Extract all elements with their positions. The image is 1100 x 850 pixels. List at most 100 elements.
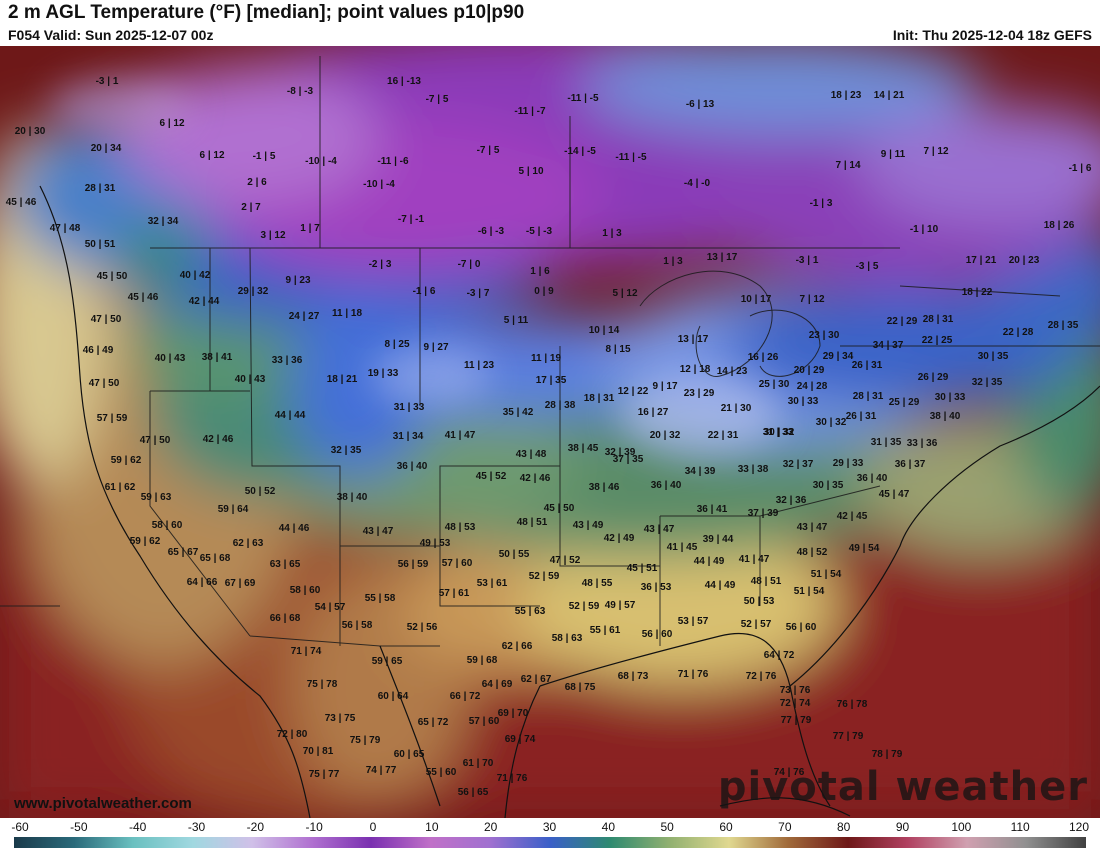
point-value-label: 40 | 43 [154, 353, 186, 364]
point-value-label: 75 | 78 [306, 679, 338, 690]
point-value-label: 3 | 12 [260, 230, 286, 241]
point-value-label: 57 | 61 [438, 588, 470, 599]
point-value-label: 30 | 35 [812, 480, 844, 491]
point-value-label: 13 | 17 [706, 252, 738, 263]
point-value-label: 5 | 11 [503, 315, 529, 326]
point-value-label: 1 | 6 [530, 266, 550, 277]
point-value-label: 57 | 60 [441, 558, 473, 569]
color-scale-tick-label: 80 [836, 820, 851, 834]
point-value-label: 20 | 23 [1008, 255, 1040, 266]
point-value-label: 11 | 23 [463, 360, 495, 371]
point-value-label: 59 | 68 [466, 655, 498, 666]
point-value-label: 43 | 49 [572, 520, 604, 531]
point-value-label: 9 | 17 [652, 381, 678, 392]
point-value-label: 9 | 23 [285, 275, 311, 286]
point-value-label: 36 | 40 [650, 480, 682, 491]
point-value-label: 31 | 34 [392, 431, 424, 442]
point-value-label: -5 | -3 [525, 226, 553, 237]
point-value-label: 42 | 45 [836, 511, 868, 522]
point-value-label: -2 | 3 [368, 259, 392, 270]
point-value-label: 51 | 54 [810, 569, 842, 580]
color-scale-bar [14, 837, 1086, 848]
point-value-label: 55 | 63 [514, 606, 546, 617]
point-value-label: -3 | 1 [95, 76, 119, 87]
point-value-label: 40 | 43 [234, 374, 266, 385]
point-value-label: 17 | 35 [535, 375, 567, 386]
point-value-label: 48 | 51 [516, 517, 548, 528]
point-value-label: 16 | 27 [637, 407, 669, 418]
point-value-label: 65 | 72 [417, 717, 449, 728]
point-value-label: -1 | 6 [412, 286, 436, 297]
point-value-label: 33 | 38 [737, 464, 769, 475]
point-value-label: 2 | 6 [247, 177, 267, 188]
color-scale-tick-label: 30 [542, 820, 557, 834]
point-value-label: 31 | 33 [393, 402, 425, 413]
point-value-label: -10 | -4 [305, 156, 337, 167]
point-value-label: 11 | 19 [530, 353, 562, 364]
point-value-label: 44 | 46 [278, 523, 310, 534]
point-value-label: 47 | 48 [49, 223, 81, 234]
point-value-label: 26 | 29 [917, 372, 949, 383]
point-value-label: 30 | 32 [815, 417, 847, 428]
point-value-label: 47 | 50 [88, 378, 120, 389]
point-value-label: 36 | 37 [894, 459, 926, 470]
point-value-label: 28 | 38 [544, 400, 576, 411]
point-value-label: 60 | 64 [377, 691, 409, 702]
point-value-label: 18 | 23 [830, 90, 862, 101]
point-value-label: 59 | 65 [371, 656, 403, 667]
point-value-label: 41 | 45 [666, 542, 698, 553]
point-value-label: 42 | 44 [188, 296, 220, 307]
point-value-label: 47 | 50 [139, 435, 171, 446]
color-scale-tick-label: 120 [1068, 820, 1090, 834]
point-value-label: -1 | 5 [252, 151, 276, 162]
color-scale-tick-label: 110 [1010, 820, 1030, 834]
point-value-label: -11 | -6 [377, 156, 409, 167]
point-value-label: 23 | 30 [808, 330, 840, 341]
point-value-label: 69 | 74 [504, 734, 536, 745]
point-value-label: 7 | 12 [923, 146, 949, 157]
point-value-label: 11 | 18 [331, 308, 363, 319]
point-value-label: 76 | 78 [836, 699, 868, 710]
point-value-label: 20 | 32 [649, 430, 681, 441]
point-value-label: 8 | 25 [384, 339, 410, 350]
point-value-label: 53 | 61 [476, 578, 508, 589]
point-value-label: 67 | 69 [224, 578, 256, 589]
point-value-label: 60 | 65 [393, 749, 425, 760]
point-value-label: 52 | 56 [406, 622, 438, 633]
point-value-label: 10 | 14 [588, 325, 620, 336]
point-value-label: 48 | 51 [750, 576, 782, 587]
point-value-label: 32 | 36 [775, 495, 807, 506]
point-value-label: 48 | 53 [444, 522, 476, 533]
color-scale-tick-label: 10 [425, 820, 439, 834]
point-value-label: 31 | 33 [762, 427, 794, 438]
point-value-label: 38 | 40 [929, 411, 961, 422]
point-value-label: 52 | 59 [528, 571, 560, 582]
point-value-label: 20 | 34 [90, 143, 122, 154]
point-value-label: 75 | 79 [349, 735, 381, 746]
point-value-label: 34 | 37 [872, 340, 904, 351]
point-value-label: 9 | 11 [880, 149, 906, 160]
point-value-label: 29 | 32 [237, 286, 269, 297]
color-scale-tick-label: -40 [128, 820, 147, 834]
point-value-label: 61 | 62 [104, 482, 136, 493]
point-value-label: -3 | 7 [466, 288, 490, 299]
point-value-label: 44 | 49 [704, 580, 736, 591]
point-value-label: 19 | 33 [367, 368, 399, 379]
point-value-label: 62 | 63 [232, 538, 264, 549]
color-scale-tick-label: 40 [601, 820, 616, 834]
point-value-label: 24 | 28 [796, 381, 828, 392]
point-value-label: 5 | 12 [612, 288, 638, 299]
point-value-label: 37 | 39 [747, 508, 779, 519]
point-value-label: 7 | 14 [835, 160, 861, 171]
point-value-label: 21 | 30 [720, 403, 752, 414]
point-value-label: 29 | 33 [832, 458, 864, 469]
point-value-label: 49 | 53 [419, 538, 451, 549]
point-value-label: 71 | 74 [290, 646, 322, 657]
point-value-label: 30 | 35 [977, 351, 1009, 362]
point-value-label: 28 | 35 [1047, 320, 1079, 331]
point-value-label: 52 | 59 [568, 601, 600, 612]
point-value-label: 38 | 40 [336, 492, 368, 503]
point-value-label: 13 | 17 [677, 334, 709, 345]
point-value-label: 45 | 50 [96, 271, 128, 282]
point-value-label: 10 | 17 [740, 294, 772, 305]
